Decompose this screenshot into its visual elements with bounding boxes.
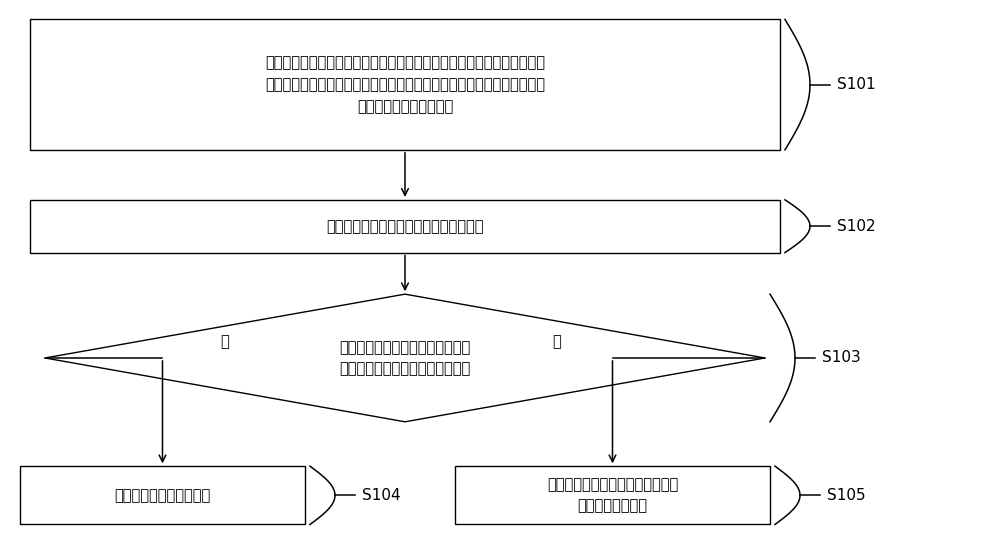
Text: 执行相应操作修改当前上下线状态
以与目标状态一致: 执行相应操作修改当前上下线状态 以与目标状态一致 [547,477,678,513]
Text: S101: S101 [837,77,876,92]
Text: S104: S104 [362,488,401,503]
Text: 获取每一个目标消费者的当前上下线状态: 获取每一个目标消费者的当前上下线状态 [326,219,484,234]
Text: 否: 否 [552,334,561,349]
FancyBboxPatch shape [30,200,780,253]
Text: 实时接收用户输入的针对于目标消费者集群的目标消费状态表，目标消费
状态表记录了目标消费者集群中每一个目标消费者的目标状态，目标状态
包括上线状态或下线状态: 实时接收用户输入的针对于目标消费者集群的目标消费状态表，目标消费 状态表记录了目… [265,56,545,114]
FancyBboxPatch shape [20,466,305,524]
Text: 判断每一个目标消费者的当前上下
线状态是否与对应的目标状态一致: 判断每一个目标消费者的当前上下 线状态是否与对应的目标状态一致 [339,340,471,376]
Polygon shape [45,294,765,422]
Text: 继续维持当前上下线状态: 继续维持当前上下线状态 [114,488,211,503]
Text: S105: S105 [827,488,866,503]
Text: S102: S102 [837,219,876,234]
Text: 是: 是 [221,334,229,349]
Text: S103: S103 [822,350,861,366]
FancyBboxPatch shape [455,466,770,524]
FancyBboxPatch shape [30,19,780,150]
